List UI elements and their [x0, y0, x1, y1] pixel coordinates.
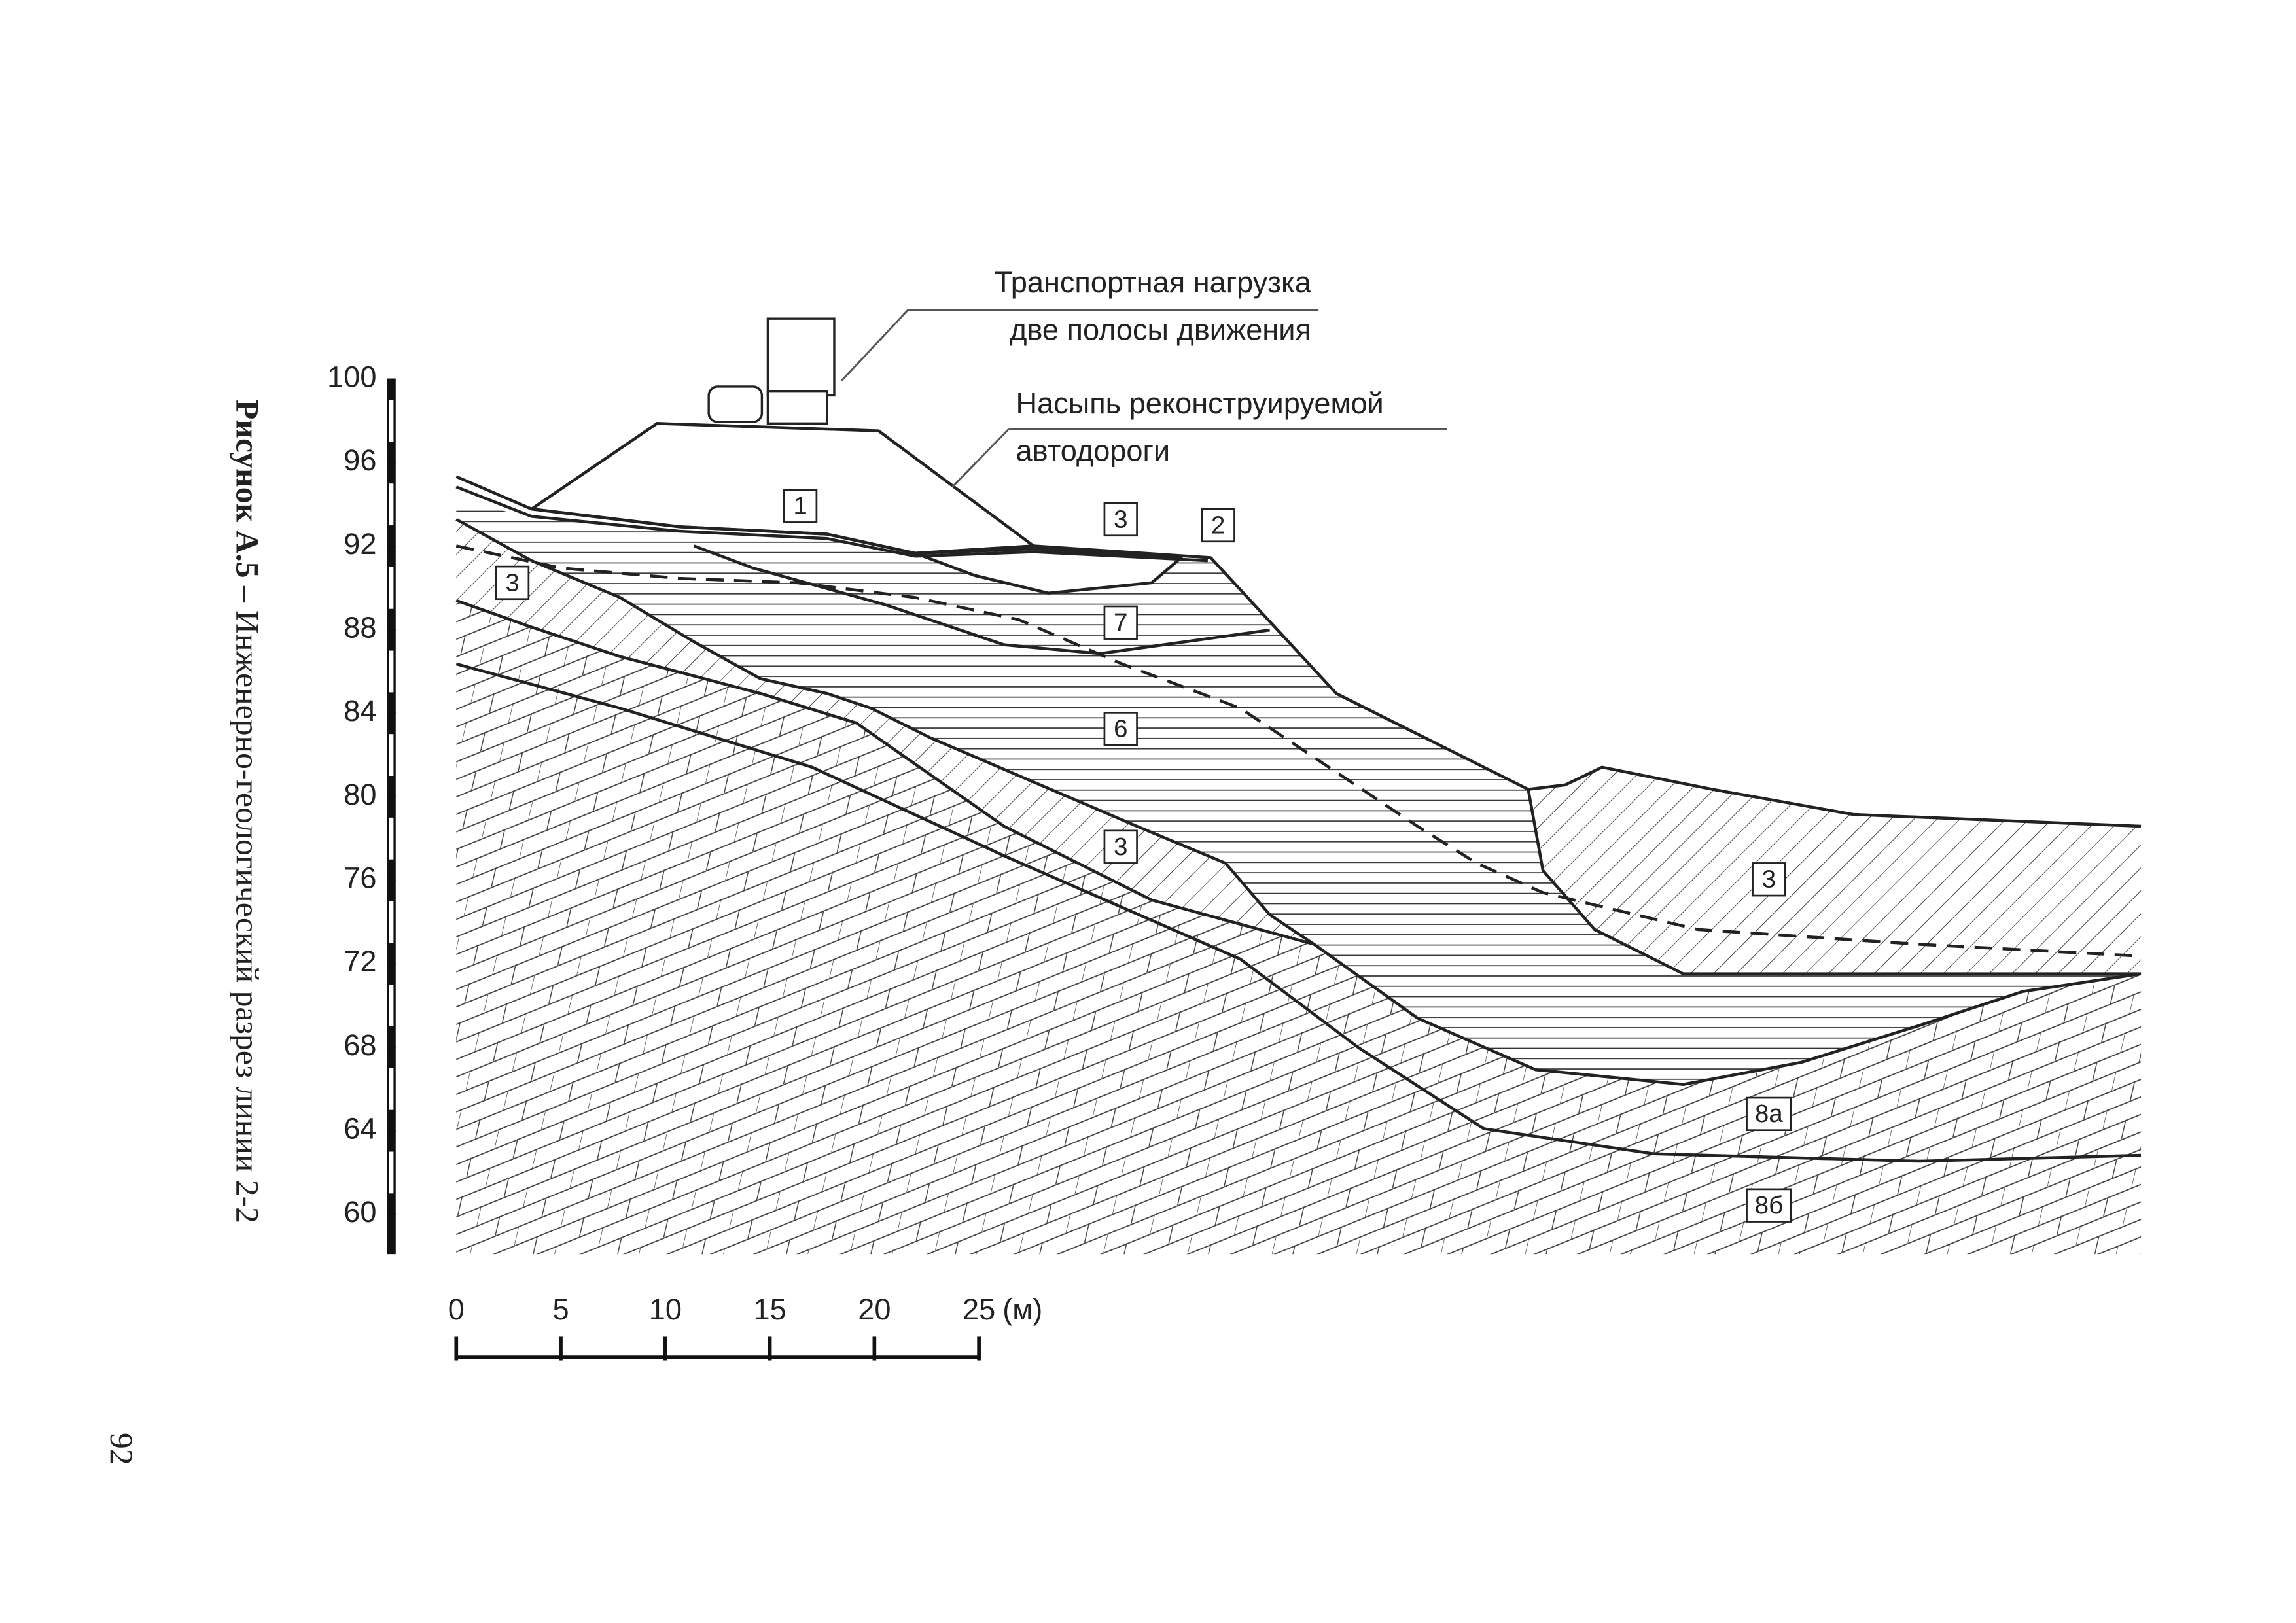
layer-label: 8б: [1755, 1191, 1783, 1219]
water-table: [455, 544, 2142, 958]
embankment-bg: [531, 423, 1034, 553]
truck-body: [766, 317, 836, 397]
elevation-label: 92: [344, 527, 376, 561]
leaders: [841, 309, 1447, 488]
layer-label: 7: [1114, 608, 1127, 637]
distance-label: 0: [448, 1293, 465, 1326]
leader-line: [951, 428, 1010, 488]
label-box: [495, 565, 530, 601]
layer-6: [456, 501, 2142, 1085]
caption-text: – Инженерно-геологический разрез линии 2…: [229, 585, 265, 1223]
label-box: [1103, 502, 1138, 537]
label-box: [783, 489, 818, 523]
layer-label: 3: [505, 568, 519, 597]
elevation-bar-segment: [389, 1151, 394, 1194]
elevation-label: 100: [327, 360, 376, 394]
elevation-bar-segment: [389, 567, 394, 609]
layer-label: 1: [793, 492, 807, 520]
layer-3-top: [455, 517, 1315, 946]
elevation-label: 64: [344, 1112, 376, 1145]
elevation-label: 80: [344, 778, 376, 811]
layer-3: [456, 519, 1315, 945]
layer-label: 3: [1114, 833, 1127, 861]
label-box: [1103, 829, 1138, 864]
label-box: [1746, 1096, 1792, 1132]
elevation-bar-segment: [389, 734, 394, 777]
caption-prefix: Рисунок А.5: [229, 400, 265, 578]
layer-2-base: [455, 485, 1209, 563]
elevation-bar-segment: [389, 817, 394, 860]
elevation-bar-segment: [389, 650, 394, 693]
distance-label: 5: [553, 1293, 569, 1326]
car: [707, 385, 764, 423]
leader-line: [841, 309, 909, 381]
annotation: автодороги: [1016, 434, 1171, 467]
annotation: Насыпь реконструируемой: [1016, 387, 1384, 420]
elevation-label: 88: [344, 611, 376, 644]
label-box: [1103, 605, 1138, 640]
layer-3-bg: [915, 549, 1182, 593]
ground-surface: [455, 475, 2142, 828]
elevation-bar-segment: [389, 483, 394, 526]
truck-cab: [766, 390, 828, 425]
elevation-bar-segment: [389, 985, 394, 1027]
elevation-label: 76: [344, 862, 376, 895]
layer-label: 6: [1114, 715, 1127, 743]
elevation-label: 60: [344, 1195, 376, 1229]
page-number: 92: [103, 1433, 139, 1465]
scales: 60 64 68 72 76 80 84 88 92 96 100 0 5 10 15 20 25 (м): [327, 360, 1042, 1361]
elevation-label: 68: [344, 1028, 376, 1062]
distance-label: 10: [649, 1293, 682, 1326]
elevation-label: 96: [344, 444, 376, 477]
elevation-bar-segment: [389, 901, 394, 943]
vehicles: [707, 317, 836, 425]
elevation-bar-segment: [389, 1068, 394, 1110]
layer-label: 2: [1211, 511, 1225, 539]
layer-8: [456, 600, 2142, 1255]
layer-7-boundary: [693, 544, 1270, 655]
label-box: [1103, 712, 1138, 746]
label-box: [1201, 508, 1235, 543]
layer-3-right-base: [1527, 789, 2142, 975]
distance-label: 25: [963, 1293, 995, 1326]
layer-label: 8а: [1755, 1100, 1783, 1128]
label-box: [1746, 1188, 1792, 1223]
caption: Рисунок А.5 – Инженерно-геологический ра…: [229, 400, 265, 1223]
layer-3: [913, 547, 1183, 595]
annotation: Транспортная нагрузка: [995, 266, 1312, 299]
label-box: [1752, 862, 1786, 897]
elevation-bar-segment: [389, 400, 394, 442]
annotation: две полосы движения: [1010, 313, 1311, 346]
layer-3: [1528, 767, 2142, 974]
bedrock-8a-8b: [455, 662, 2142, 1163]
distance-label: 15: [753, 1293, 786, 1326]
distance-label: 20: [858, 1293, 891, 1326]
elevation-label: 84: [344, 694, 376, 727]
layer-label: 3: [1114, 505, 1127, 533]
elevation-label: 72: [344, 945, 376, 978]
distance-unit: (м): [1002, 1293, 1042, 1326]
layer-labels: 1 3 2 3 7 6 3 3 8а 8б: [495, 489, 1792, 1223]
layer-label: 3: [1762, 865, 1776, 894]
bedrock-top: [455, 599, 2142, 1087]
